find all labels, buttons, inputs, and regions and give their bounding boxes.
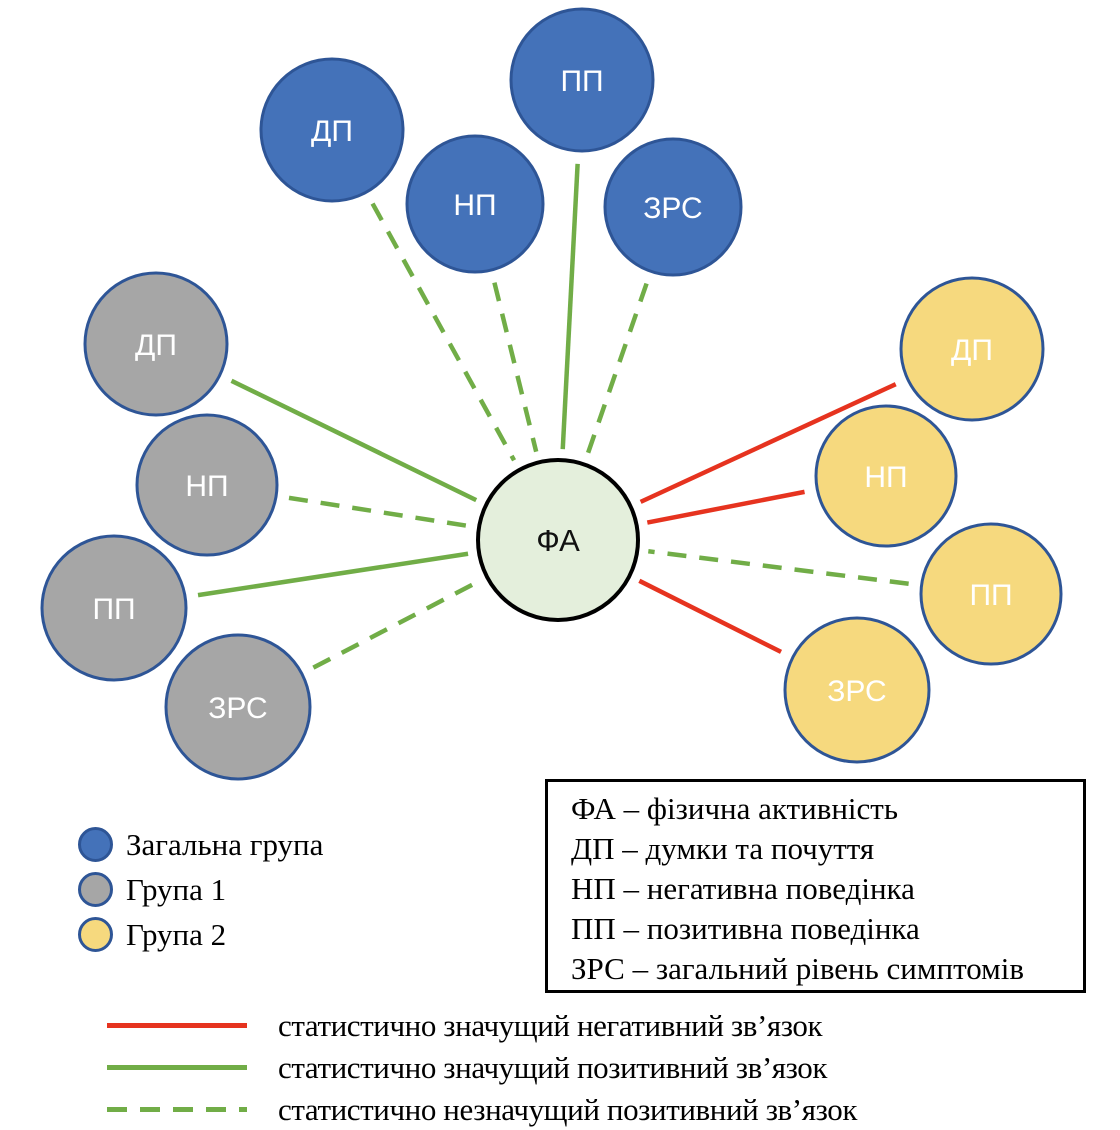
abbreviation-legend-box: ФА – фізична активність ДП – думки та по…: [545, 779, 1086, 993]
group-legend-label: Група 2: [126, 917, 227, 952]
group2-circle-icon: [78, 917, 113, 952]
node-label-group2-np: НП: [864, 461, 907, 494]
link-group2-pp: [648, 549, 909, 586]
link-group1-pp: [197, 551, 469, 598]
node-general-np: [405, 134, 545, 274]
group-legend-item-general: Загальна група: [78, 822, 323, 867]
node-label-general-dp: ДП: [311, 115, 353, 148]
general-group-circle-icon: [78, 827, 113, 862]
node-label-general-zrs: ЗРС: [643, 192, 702, 225]
group1-circle-icon: [78, 872, 113, 907]
red-solid-line-icon: [107, 1022, 247, 1028]
node-label-group2-dp: ДП: [951, 334, 993, 367]
green-dashed-line-icon: [107, 1106, 247, 1112]
node-label-center-fa: ФА: [536, 523, 580, 558]
node-group2-np: [814, 404, 958, 548]
node-group2-zrs: [783, 616, 931, 764]
node-general-dp: [259, 57, 405, 203]
group-legend-label: Група 1: [126, 872, 227, 907]
line-legend-item-negative-significant: статистично значущий негативний зв’язок: [107, 1004, 857, 1046]
node-label-group2-pp: ПП: [969, 579, 1012, 612]
group-legend-item-group2: Група 2: [78, 912, 323, 957]
group-legend-item-group1: Група 1: [78, 867, 323, 912]
node-group1-zrs: [164, 633, 312, 781]
node-center-fa: [476, 458, 640, 622]
link-general-np: [492, 282, 539, 453]
node-group2-dp: [899, 276, 1045, 422]
line-legend-label: статистично значущий позитивний зв’язок: [278, 1049, 828, 1085]
abbr-line-np: НП – негативна поведінка: [571, 871, 915, 906]
line-type-legend: статистично значущий негативний зв’язок …: [107, 1004, 857, 1130]
group-legend: Загальна група Група 1 Група 2: [78, 822, 323, 957]
line-legend-label: статистично незначущий позитивний зв’язо…: [278, 1091, 857, 1127]
node-group1-pp: [40, 534, 188, 682]
line-legend-label: статистично значущий негативний зв’язок: [278, 1007, 823, 1043]
link-group1-dp: [230, 378, 478, 503]
link-general-dp: [370, 202, 517, 462]
group-legend-label: Загальна група: [126, 827, 324, 862]
green-solid-line-icon: [107, 1064, 247, 1070]
node-general-pp: [509, 7, 655, 153]
abbr-line-pp: ПП – позитивна поведінка: [571, 911, 920, 946]
link-group2-zrs: [638, 578, 783, 654]
abbr-line-fa: ФА – фізична активність: [571, 791, 898, 826]
node-group1-np: [135, 413, 279, 557]
line-legend-item-positive-significant: статистично значущий позитивний зв’язок: [107, 1046, 857, 1088]
node-label-group1-zrs: ЗРС: [208, 692, 267, 725]
line-legend-item-positive-nonsignificant: статистично незначущий позитивний зв’язо…: [107, 1088, 857, 1130]
node-label-group2-zrs: ЗРС: [827, 675, 886, 708]
node-group2-pp: [919, 522, 1063, 666]
abbr-line-dp: ДП – думки та почуття: [571, 831, 875, 866]
node-group1-dp: [83, 271, 229, 417]
node-general-zrs: [603, 137, 743, 277]
link-group1-np: [288, 495, 469, 529]
link-general-zrs: [585, 282, 649, 455]
node-label-group1-dp: ДП: [135, 329, 177, 362]
node-label-group1-pp: ПП: [92, 593, 135, 626]
link-group1-zrs: [312, 580, 479, 670]
node-label-general-np: НП: [453, 189, 496, 222]
node-label-general-pp: ПП: [560, 65, 603, 98]
link-general-pp: [560, 163, 580, 450]
node-label-group1-np: НП: [185, 470, 228, 503]
abbr-line-zrs: ЗРС – загальний рівень симптомів: [571, 951, 1024, 986]
link-group2-dp: [639, 382, 897, 504]
link-group2-np: [646, 489, 805, 525]
